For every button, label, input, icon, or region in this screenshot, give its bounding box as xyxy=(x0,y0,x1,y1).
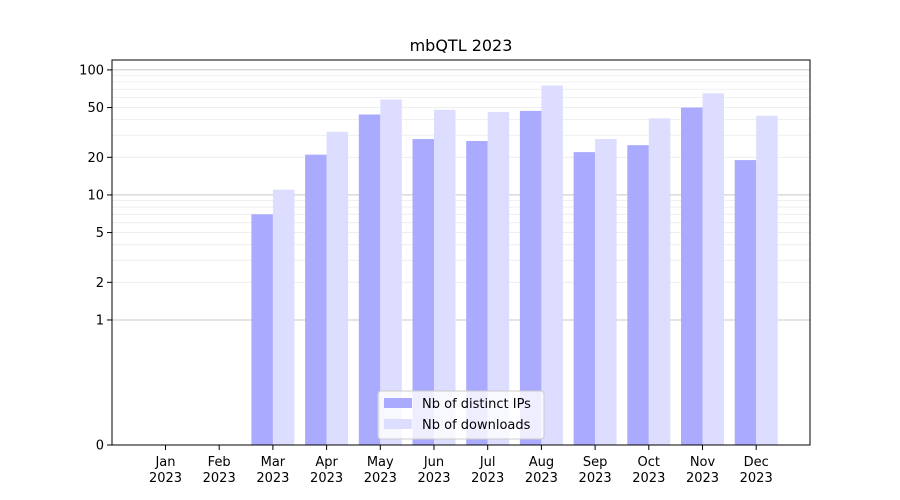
x-tick-label-month: Aug xyxy=(529,455,554,470)
y-tick-label: 10 xyxy=(87,188,104,203)
x-tick-label-year: 2023 xyxy=(740,471,773,486)
bar-distinct-ips xyxy=(251,214,273,445)
legend-label-distinct-ips: Nb of distinct IPs xyxy=(422,397,531,412)
bar-distinct-ips xyxy=(573,152,596,445)
bar-downloads xyxy=(326,131,349,445)
x-tick-label-month: Jul xyxy=(479,455,496,470)
x-tick-label-year: 2023 xyxy=(417,471,450,486)
y-tick-label: 100 xyxy=(79,63,104,78)
bar-downloads xyxy=(595,139,617,445)
bar-downloads xyxy=(434,109,456,445)
x-tick-label-year: 2023 xyxy=(686,471,719,486)
bar-distinct-ips xyxy=(734,160,757,445)
x-tick-label-month: May xyxy=(367,455,394,470)
chart-title: mbQTL 2023 xyxy=(410,36,513,55)
bar-downloads xyxy=(756,115,778,445)
x-tick-label-month: Feb xyxy=(208,455,231,470)
legend-swatch-distinct-ips xyxy=(384,398,412,408)
x-tick-label-month: Jan xyxy=(154,455,175,470)
y-axis-ticks: 0 1 2 5 10 20 50 100 xyxy=(79,63,112,454)
x-tick-label-year: 2023 xyxy=(579,471,612,486)
bar-distinct-ips xyxy=(305,154,327,446)
x-tick-label-year: 2023 xyxy=(525,471,558,486)
bar-downloads xyxy=(541,85,563,445)
x-tick-label-month: Sep xyxy=(583,455,608,470)
grid-lines xyxy=(112,69,810,321)
bar-downloads xyxy=(487,112,510,445)
bar-downloads xyxy=(648,118,671,445)
legend-label-downloads: Nb of downloads xyxy=(422,418,531,433)
y-tick-label: 0 xyxy=(96,439,104,454)
bar-downloads xyxy=(272,189,295,445)
plot-frame xyxy=(111,59,811,446)
x-tick-label-year: 2023 xyxy=(310,471,343,486)
legend: Nb of distinct IPs Nb of downloads xyxy=(377,390,545,440)
y-tick-label: 1 xyxy=(96,313,104,328)
x-tick-label-year: 2023 xyxy=(203,471,236,486)
x-tick-label-year: 2023 xyxy=(149,471,182,486)
x-tick-label-month: Oct xyxy=(638,455,660,470)
y-tick-label: 20 xyxy=(87,151,104,166)
x-axis-ticks: Jan2023Feb2023Mar2023Apr2023May2023Jun20… xyxy=(149,445,773,486)
x-tick-label-year: 2023 xyxy=(471,471,504,486)
bars xyxy=(251,85,778,446)
x-tick-label-month: Jun xyxy=(423,455,444,470)
x-tick-label-year: 2023 xyxy=(364,471,397,486)
bar-distinct-ips xyxy=(627,145,649,445)
legend-box xyxy=(377,390,545,440)
legend-swatch-downloads xyxy=(384,419,412,429)
x-tick-label-month: Nov xyxy=(690,455,716,470)
y-tick-label: 50 xyxy=(87,101,104,116)
bar-downloads xyxy=(702,93,724,446)
y-tick-label: 5 xyxy=(96,226,104,241)
y-tick-label: 2 xyxy=(96,276,104,291)
bar-distinct-ips xyxy=(466,140,488,445)
x-tick-label-month: Mar xyxy=(261,455,286,470)
x-tick-label-year: 2023 xyxy=(632,471,665,486)
x-tick-label-month: Apr xyxy=(315,455,338,470)
bar-distinct-ips xyxy=(519,110,542,445)
x-tick-label-month: Dec xyxy=(744,455,769,470)
bar-distinct-ips xyxy=(681,107,703,446)
bar-distinct-ips xyxy=(412,139,434,445)
bar-distinct-ips xyxy=(358,114,381,445)
bar-downloads xyxy=(380,99,402,446)
x-tick-label-year: 2023 xyxy=(256,471,289,486)
